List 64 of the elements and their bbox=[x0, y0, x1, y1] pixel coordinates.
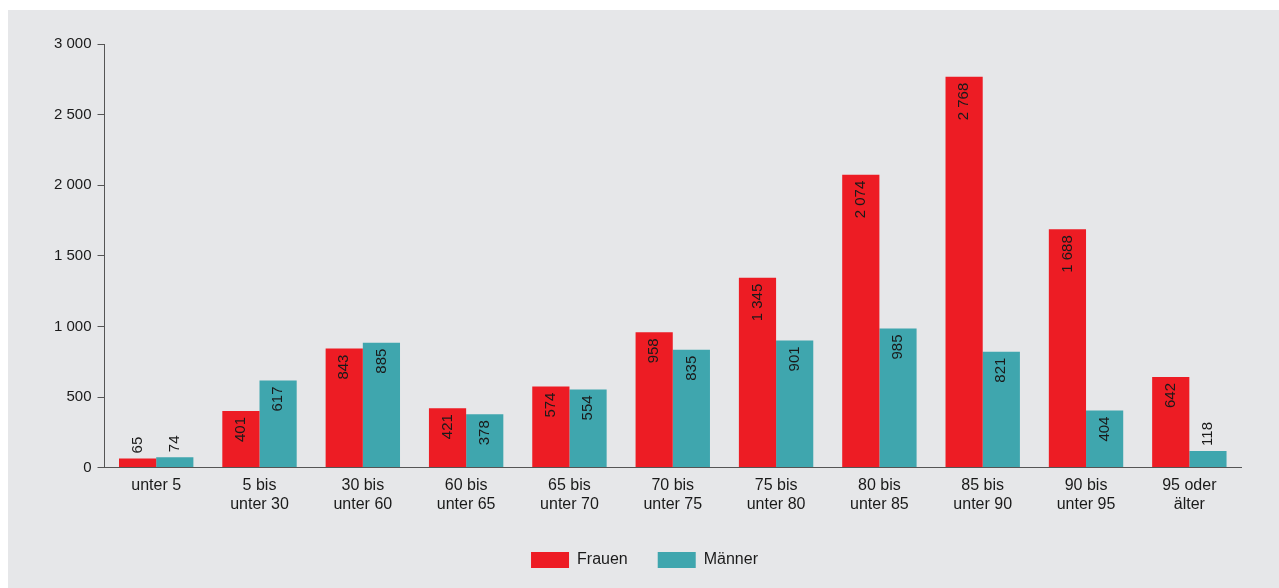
data-label: 835 bbox=[681, 355, 699, 381]
data-label: 554 bbox=[578, 395, 596, 421]
data-label: 74 bbox=[164, 435, 182, 453]
bar bbox=[222, 410, 260, 468]
x-tick-label: 90 bis unter 95 bbox=[1056, 475, 1116, 512]
bar bbox=[842, 174, 880, 468]
data-label: 404 bbox=[1094, 416, 1112, 442]
y-tick-label: 1 000 bbox=[53, 316, 92, 334]
x-tick-label: unter 5 bbox=[131, 475, 182, 493]
y-tick-label: 1 500 bbox=[53, 245, 92, 263]
data-label: 821 bbox=[991, 357, 1009, 383]
bar bbox=[879, 328, 917, 468]
data-label: 2 074 bbox=[850, 180, 868, 219]
bar bbox=[945, 76, 983, 468]
data-label: 574 bbox=[541, 392, 558, 418]
x-tick-label: 65 bis unter 70 bbox=[540, 475, 599, 512]
data-label: 958 bbox=[644, 338, 662, 364]
data-label: 401 bbox=[231, 416, 249, 443]
x-tick-label: 75 bis unter 80 bbox=[746, 475, 806, 512]
y-tick-label: 0 bbox=[83, 457, 92, 475]
bar bbox=[362, 342, 401, 468]
y-tick-label: 2 500 bbox=[53, 104, 92, 122]
x-tick-label: 70 bis unter 75 bbox=[643, 475, 703, 512]
data-label: 885 bbox=[371, 348, 389, 374]
data-label: 421 bbox=[437, 414, 455, 440]
bar bbox=[1048, 229, 1087, 468]
x-tick-label: 80 bis unter 85 bbox=[850, 475, 909, 512]
bar bbox=[569, 389, 607, 468]
bar bbox=[776, 340, 814, 468]
y-tick-label: 500 bbox=[66, 387, 92, 405]
x-tick-label: 60 bis unter 65 bbox=[436, 475, 496, 512]
data-label: 1 345 bbox=[747, 283, 765, 322]
legend-label: Frauen bbox=[577, 550, 628, 568]
data-label: 118 bbox=[1198, 422, 1216, 446]
data-label: 2 768 bbox=[954, 82, 972, 121]
bar bbox=[466, 414, 504, 468]
y-tick-label: 3 000 bbox=[53, 34, 92, 52]
data-label: 617 bbox=[268, 386, 286, 412]
bar bbox=[119, 458, 157, 468]
x-tick-label: 5 bis unter 30 bbox=[230, 475, 289, 512]
bar bbox=[1152, 376, 1190, 468]
bar bbox=[156, 457, 194, 468]
data-label: 1 688 bbox=[1057, 235, 1075, 273]
bar bbox=[428, 408, 467, 468]
bar bbox=[532, 386, 570, 468]
bar bbox=[982, 351, 1020, 468]
data-label: 985 bbox=[888, 334, 906, 360]
legend-label: Männer bbox=[703, 550, 759, 568]
data-label: 65 bbox=[127, 436, 145, 454]
data-label: 642 bbox=[1160, 382, 1178, 408]
bar bbox=[1086, 410, 1124, 468]
bar bbox=[738, 277, 777, 468]
bar bbox=[1189, 450, 1227, 468]
bar bbox=[259, 380, 297, 468]
bar bbox=[635, 332, 673, 468]
bar bbox=[325, 348, 363, 468]
x-tick-label: 85 bis unter 90 bbox=[953, 475, 1013, 512]
data-label: 901 bbox=[784, 346, 802, 372]
x-tick-label: 95 oder älter bbox=[1162, 475, 1218, 512]
bar bbox=[672, 349, 710, 468]
data-label: 378 bbox=[474, 420, 492, 446]
y-tick-label: 2 000 bbox=[53, 175, 92, 193]
data-label: 843 bbox=[334, 354, 352, 380]
x-tick-label: 30 bis unter 60 bbox=[333, 475, 393, 512]
